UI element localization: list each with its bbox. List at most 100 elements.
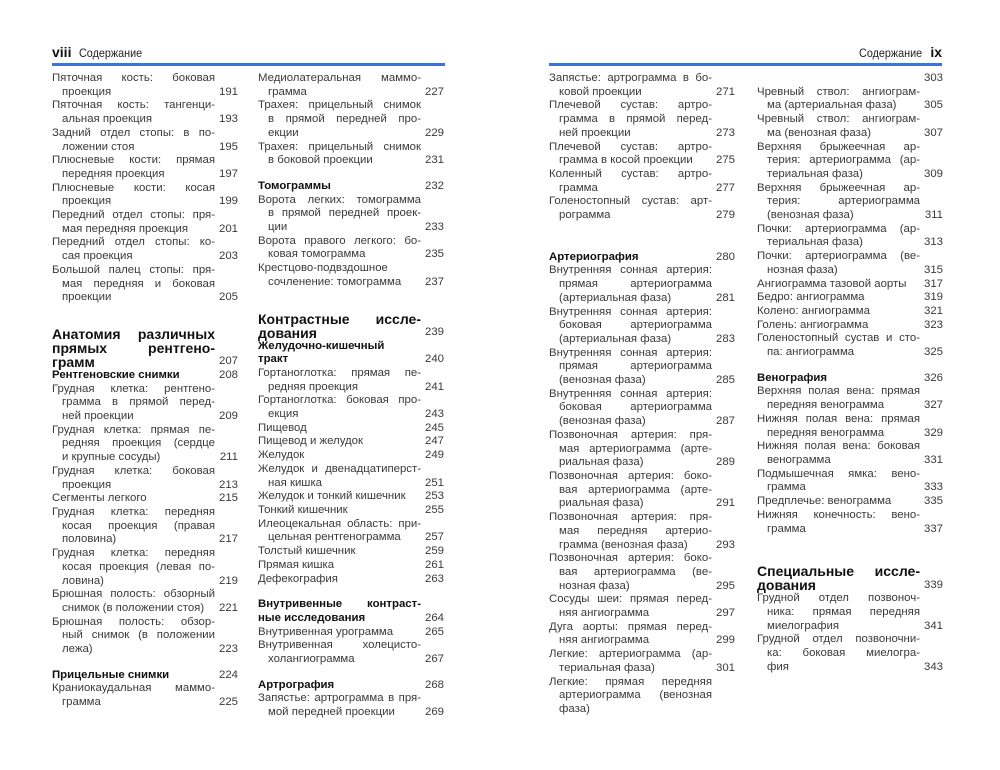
toc-entry-line: в прямой передней про- <box>268 113 421 126</box>
toc-page-number: 211 <box>219 451 238 464</box>
toc-entry-line: грамма в прямой перед- <box>559 113 712 126</box>
toc-entry-line: Чревный ствол: ангиограм- <box>757 85 920 98</box>
toc-entry-line: Анатомия различных <box>52 325 215 342</box>
toc-entry: Желудок и двенадцатиперст-ная кишка 251 <box>258 463 444 490</box>
toc-page-number: 326 <box>923 371 943 384</box>
toc-entry: Пищевод 245 <box>258 422 444 436</box>
toc-page-number: 333 <box>923 481 943 494</box>
toc-entry-line: мая передняя проекция <box>62 222 189 235</box>
toc-entry: Запястье: артрограмма в бо-ковой проекци… <box>549 72 735 99</box>
toc-page-number: 287 <box>715 415 735 428</box>
toc-entry-line: вая артериограмма (арте- <box>559 483 712 496</box>
toc-entry-line: тракт <box>258 353 289 366</box>
toc-page-number: 232 <box>424 179 444 192</box>
toc-entry: Тонкий кишечник 255 <box>258 504 444 518</box>
toc-entry: Внутренняя сонная артерия: прямая артерио… <box>549 347 735 388</box>
toc-entry-line: проекция <box>62 85 112 98</box>
toc-page-number: 259 <box>424 545 444 558</box>
toc-entry: Грудная клетка: передняя косая проекция (… <box>52 547 238 588</box>
toc-entry: Легкие: артериограмма (ар-териальная фаз… <box>549 648 735 675</box>
toc-entry-line: Внутренняя сонная артерия: <box>549 346 712 359</box>
toc-entry-line: лежа) <box>62 643 93 656</box>
toc-entry-line: проекции <box>62 291 112 304</box>
toc-subsection-heading: Венография 326 <box>757 372 943 386</box>
toc-entry-line: Дефекография <box>258 572 338 585</box>
toc-page-number: 299 <box>715 634 735 647</box>
toc-entry-line: Артериография <box>549 250 639 263</box>
toc-entry-line: Голеностопный сустав: арт- <box>549 195 712 208</box>
toc-entry: Бедро: ангиограмма 319 <box>757 291 943 305</box>
toc-page-number: 307 <box>923 126 943 139</box>
toc-entry: Желудок и тонкий кишечник 253 <box>258 490 444 504</box>
toc-page-number: 237 <box>424 275 444 288</box>
toc-entry: Плюсневые кости: прямая передняя проекция… <box>52 154 238 181</box>
toc-page-number: 315 <box>923 263 943 276</box>
toc-entry-line: рограмма <box>559 209 611 222</box>
toc-entry-line: грамма (венозная фаза) <box>559 538 688 551</box>
toc-entry-line: венограмма <box>767 453 831 466</box>
toc-page-number: 243 <box>424 408 444 421</box>
toc-page-number: 227 <box>424 85 444 98</box>
toc-entry-line: Специальные иссле- <box>757 563 920 580</box>
toc-page-number: 279 <box>715 209 735 222</box>
toc-entry-line: в боковой проекции <box>268 154 373 167</box>
toc-entry-line: Трахея: прицельный снимок <box>258 140 421 153</box>
toc-entry-line: Внутренняя сонная артерия: <box>549 305 712 318</box>
toc-entry-line: ника: прямая передняя <box>767 605 920 618</box>
toc-entry-line: Внутренняя сонная артерия: <box>549 264 712 277</box>
toc-entry-line: Гортаноглотка: прямая пе- <box>258 366 421 379</box>
toc-entry-line: Позвоночная артерия: боко- <box>549 469 712 482</box>
toc-entry-line: грамма <box>62 696 101 709</box>
toc-entry: Внутренняя сонная артерия: боковая артери… <box>549 388 735 429</box>
toc-entry-line: Пищевод <box>258 421 307 434</box>
toc-page-number: 311 <box>924 209 943 222</box>
toc-page-number: 201 <box>218 222 238 235</box>
toc-entry: Плечевой сустав: артро-грамма в прямой п… <box>549 99 735 140</box>
toc-entry-line: териальная фаза) <box>767 167 863 180</box>
toc-entry-line: Грудная клетка: боковая <box>52 464 215 477</box>
toc-entry-line: Пяточная кость: боковая <box>52 72 215 84</box>
toc-entry-line: цельная рентгенограмма <box>268 531 401 544</box>
toc-entry: Позвоночная артерия: боко-вая артериогра… <box>549 552 735 593</box>
toc-entry: Гортаноглотка: боковая про-екция 243 <box>258 394 444 421</box>
toc-entry-line: сая проекция <box>62 250 133 263</box>
toc-column: Пяточная кость: боковая проекция 191 Пяточн… <box>52 72 238 710</box>
toc-entry: Желудок 249 <box>258 449 444 463</box>
toc-entry-line: косая проекция (левая по- <box>62 560 215 573</box>
toc-subsection-heading: Рентгеновские снимки 208 <box>52 369 238 383</box>
toc-entry-line: прямых рентгено- <box>52 339 215 356</box>
toc-entry-line: Контрастные иссле- <box>258 310 421 327</box>
toc-entry-line: Позвоночная артерия: пря- <box>549 428 712 441</box>
toc-entry-line: альная проекция <box>62 113 153 126</box>
toc-entry-line: ковая томограмма <box>268 248 366 261</box>
toc-entry: Подмышечная ямка: вено-грамма 333 <box>757 468 943 495</box>
toc-entry-line: передняя венограмма <box>767 399 885 412</box>
toc-subsection-heading: Томограммы 232 <box>258 180 444 194</box>
toc-entry-line: Внутривенная урограмма <box>258 625 394 638</box>
toc-entry: Дефекография 263 <box>258 573 444 587</box>
toc-entry-line: ка: боковая миелогра- <box>767 647 920 660</box>
toc-entry-line: Голень: ангиограмма <box>757 318 869 331</box>
toc-page-number: 231 <box>424 154 444 167</box>
toc-entry-line: грамма <box>559 181 598 194</box>
toc-entry-line: (венозная фаза) <box>767 209 854 222</box>
toc-entry-line: Передний отдел стопы: ко- <box>52 236 215 249</box>
toc-entry-line: Чревный ствол: ангиограм- <box>757 113 920 126</box>
toc-entry-line: Сегменты легкого <box>52 492 147 505</box>
toc-page-number: 197 <box>218 167 238 180</box>
toc-page-number: 223 <box>218 643 238 656</box>
toc-entry: Плюсневые кости: косая проекция 199 <box>52 182 238 209</box>
toc-entry-line: Краниокаудальная маммо- <box>52 682 215 695</box>
toc-entry-line: Подмышечная ямка: вено- <box>757 467 920 480</box>
toc-entry-line: миелография <box>767 619 839 632</box>
toc-entry-line: Бедро: ангиограмма <box>757 291 865 304</box>
running-header-left: viii Содержание <box>52 44 150 62</box>
toc-page-number: 277 <box>715 181 735 194</box>
toc-column: 303 Чревный ствол: ангиограм-ма (артериал… <box>757 72 943 674</box>
toc-page-number: 224 <box>218 668 238 681</box>
header-rule <box>52 63 445 66</box>
toc-page-number: 209 <box>218 410 238 423</box>
toc-entry-line: грамм <box>52 353 95 370</box>
toc-column: Медиолатеральная маммо-грамма 227 Трахея: … <box>258 72 444 720</box>
toc-entry: Ворота легких: томограмма в прямой передн… <box>258 194 444 235</box>
